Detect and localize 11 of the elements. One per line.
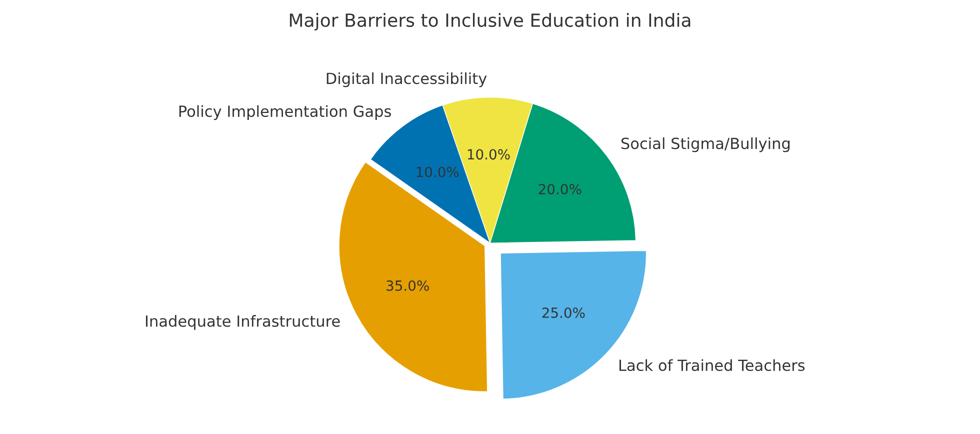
chart-title: Major Barriers to Inclusive Education in India (290, 13, 690, 30)
data-label: 20.0% (538, 184, 582, 194)
data-label: 10.0% (468, 149, 510, 160)
slice-label: Lack of Trained Teachers (619, 359, 805, 372)
slice-label: Digital Inaccessibility (326, 72, 487, 88)
slice-label: Policy Implementation Gaps (179, 105, 391, 120)
data-label: 10.0% (416, 166, 459, 178)
data-label: 35.0% (386, 280, 429, 291)
slice-label: Inadequate Infrastructure (146, 315, 340, 330)
slice-label: Social Stigma/Bullying (621, 137, 790, 152)
data-label: 25.0% (542, 307, 585, 318)
